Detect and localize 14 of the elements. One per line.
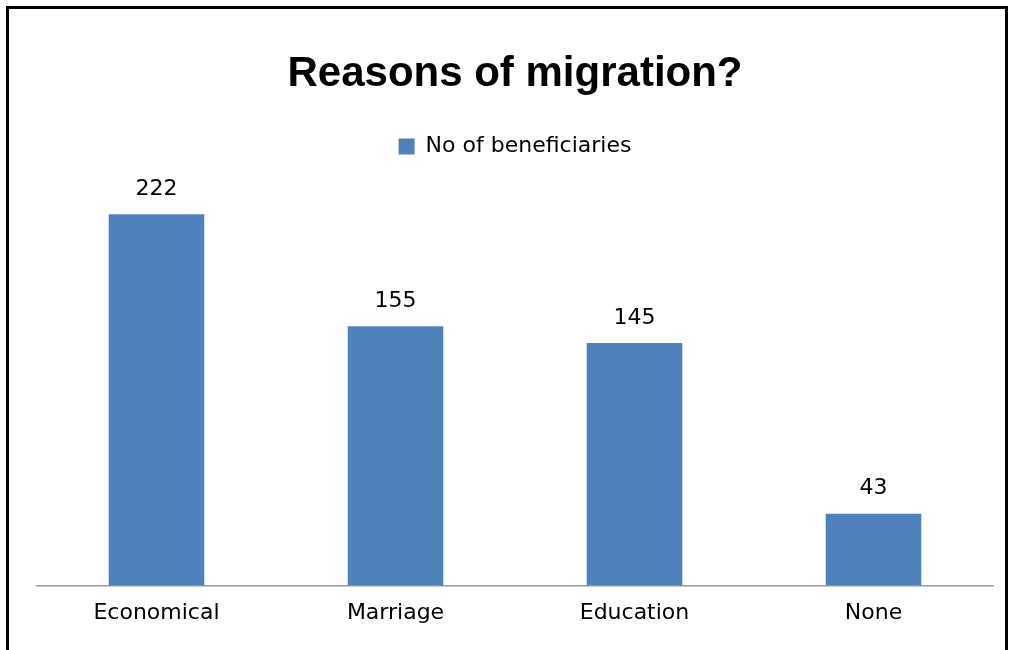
bar	[347, 326, 444, 586]
legend-label: No of beneficiaries	[425, 132, 632, 158]
bar	[825, 513, 922, 586]
data-label: 155	[374, 287, 417, 313]
x-tick-label: None	[844, 598, 903, 624]
data-label: 43	[859, 474, 888, 500]
data-label: 145	[613, 303, 656, 329]
chart-title: Reasons of migration?	[287, 47, 743, 95]
x-tick-label: Economical	[93, 598, 220, 624]
x-tick-label: Marriage	[346, 598, 445, 624]
data-label: 222	[135, 174, 178, 200]
x-tick-label: Education	[579, 598, 690, 624]
bar	[586, 343, 683, 586]
bar	[108, 214, 205, 586]
